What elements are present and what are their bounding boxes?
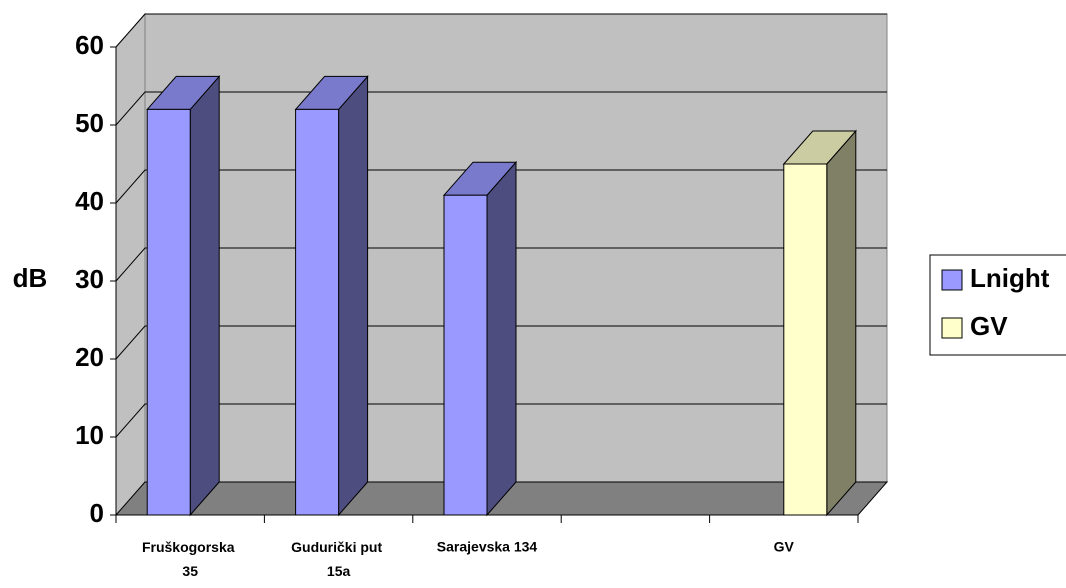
- legend-swatch: [941, 269, 963, 291]
- bar: [146, 75, 221, 517]
- y-tick-label: 0: [90, 498, 104, 528]
- label-line: 35: [182, 563, 198, 579]
- bar-front: [295, 108, 340, 516]
- y-tick-label: 20: [75, 342, 104, 372]
- bar-front: [783, 163, 828, 516]
- bar-side: [826, 129, 857, 517]
- label-line: Gudurički put: [291, 539, 386, 555]
- bar-side: [486, 160, 517, 517]
- bar: [442, 160, 518, 517]
- y-tick-label: 10: [75, 420, 104, 450]
- label-line: Fruškogorska: [142, 539, 238, 555]
- grid-line: [115, 91, 887, 126]
- grid-line: [115, 169, 887, 204]
- bar: [294, 75, 369, 517]
- label-line: 15a: [327, 563, 351, 579]
- legend-label: GV: [970, 311, 1008, 341]
- bar-front: [443, 194, 488, 516]
- y-tick-label: 30: [75, 264, 104, 294]
- grid-line: [115, 13, 887, 48]
- x-tick-label: Fruškogorska 35: [142, 539, 238, 579]
- grid-line: [115, 403, 887, 438]
- bar-side: [338, 75, 369, 517]
- bar: [782, 129, 857, 517]
- grid-line: [115, 247, 887, 282]
- y-tick-label: 50: [75, 108, 104, 138]
- grid-line: [115, 325, 887, 360]
- y-tick-label: 40: [75, 186, 104, 216]
- x-tick-label: Gudurički put 15a: [291, 539, 386, 579]
- x-tick-label: Sarajevska 134: [437, 539, 538, 555]
- bar-front: [146, 108, 191, 516]
- x-tick-label: GV: [774, 539, 795, 555]
- bar-side: [189, 75, 220, 517]
- legend-label: Lnight: [970, 263, 1050, 293]
- y-axis-label: dB: [13, 263, 48, 293]
- y-tick-label: 60: [75, 30, 104, 60]
- legend-swatch: [941, 317, 963, 339]
